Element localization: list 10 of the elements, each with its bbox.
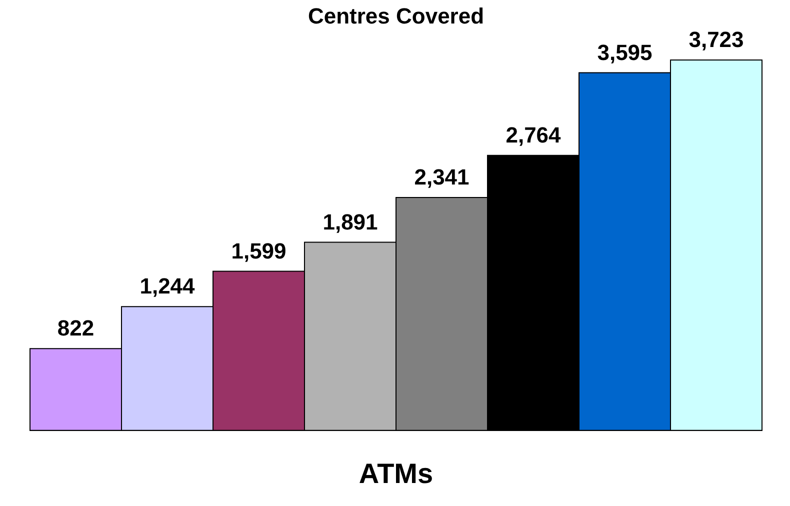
chart-title: Centres Covered xyxy=(308,3,484,28)
data-label: 1,891 xyxy=(322,209,378,234)
data-label: 3,723 xyxy=(688,27,744,52)
data-label: 2,764 xyxy=(506,122,562,148)
data-label: 2,341 xyxy=(414,164,470,190)
data-label: 3,595 xyxy=(597,40,652,65)
x-axis-title: ATMs xyxy=(358,458,434,489)
data-label: 1,599 xyxy=(231,238,286,264)
data-label: 1,244 xyxy=(140,274,196,299)
data-label: 822 xyxy=(57,316,94,341)
